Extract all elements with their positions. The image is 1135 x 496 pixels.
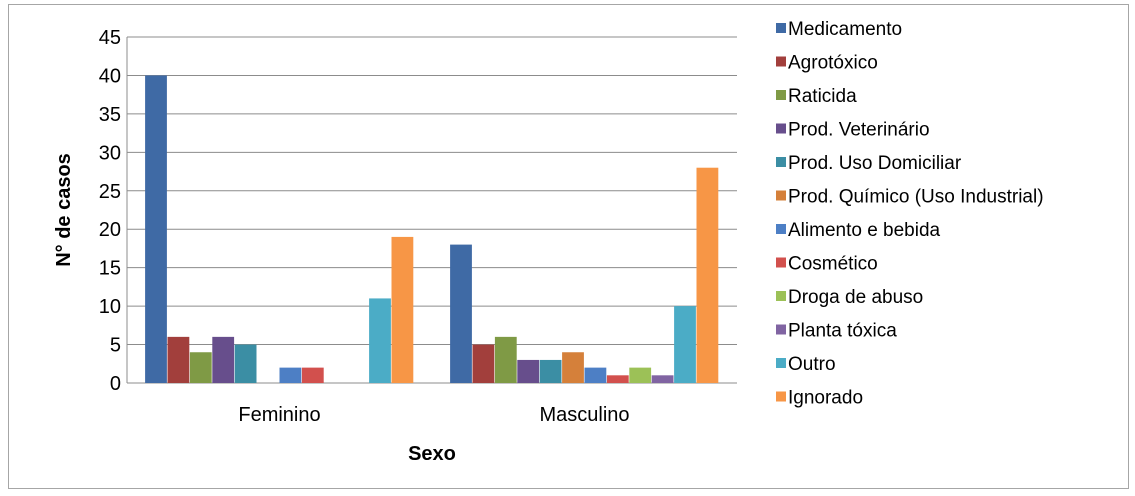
legend-item: Raticida [776,86,857,107]
bar [696,167,719,383]
legend-item: Prod. Químico (Uso Industrial) [776,187,1044,208]
bar [584,367,607,383]
legend-swatch [776,123,786,134]
bar [369,298,391,383]
legend-label: Prod. Uso Domiciliar [788,153,962,174]
legend-swatch [776,391,786,402]
bar [450,244,472,383]
legend-label: Cosmético [788,254,878,275]
bar [391,236,414,383]
legend-swatch [776,324,786,335]
legend-item: Prod. Uso Domiciliar [776,153,962,174]
y-tick-label: 40 [99,65,121,87]
legend-swatch [776,157,786,167]
legend-item: Ignorado [776,388,863,409]
y-tick-label: 10 [99,296,121,318]
y-tick-label: 5 [110,335,121,357]
y-tick-label: 35 [99,104,121,126]
bar [562,352,584,383]
y-axis-ticks: 0 5 10 15 20 25 30 35 40 45 [99,27,121,395]
legend-item: Planta tóxica [776,321,897,342]
legend-label: Agrotóxico [788,53,878,74]
bar [301,367,324,383]
y-axis-title: N° de casos [53,153,75,267]
bar [629,367,652,383]
bars [145,75,719,383]
bar [494,336,517,383]
legend-label: Ignorado [788,388,863,409]
y-tick-label: 45 [99,27,121,49]
legend-item: Droga de abuso [776,287,923,308]
chart-frame [8,4,1129,489]
bar [167,336,190,383]
legend-label: Prod. Químico (Uso Industrial) [788,187,1044,208]
legend-swatch [776,257,786,268]
legend-item: Alimento e bebida [776,220,941,241]
bar [234,344,257,383]
legend: Medicamento Agrotóxico Raticida Prod. Veter… [776,19,1044,409]
bar [472,344,495,383]
bar [212,336,235,383]
x-tick-label: Masculino [539,404,629,426]
y-tick-label: 25 [99,181,121,203]
bar [517,359,540,383]
y-tick-label: 0 [110,373,121,395]
legend-swatch [776,56,786,67]
bar [606,375,629,383]
legend-swatch [776,23,786,33]
x-axis-title: Sexo [408,443,456,465]
y-tick-label: 30 [99,142,121,164]
y-tick-label: 20 [99,219,121,241]
x-axis-ticks: Feminino Masculino [238,404,629,426]
legend-label: Alimento e bebida [788,220,941,241]
y-tick-label: 15 [99,258,121,280]
gridlines [126,36,737,384]
x-tick-label: Feminino [238,404,320,426]
legend-label: Medicamento [788,19,902,40]
legend-swatch [776,90,786,100]
legend-item: Medicamento [776,19,902,40]
legend-label: Outro [788,354,836,375]
legend-swatch [776,224,786,234]
bar [539,359,562,383]
bar [189,352,212,383]
legend-item: Agrotóxico [776,53,878,74]
legend-label: Raticida [788,86,857,107]
bar [674,306,696,383]
legend-swatch [776,358,786,368]
bar [279,367,302,383]
legend-label: Droga de abuso [788,287,923,308]
legend-item: Cosmético [776,254,878,275]
legend-label: Prod. Veterinário [788,120,930,141]
legend-swatch [776,291,786,301]
legend-item: Outro [776,354,836,375]
legend-item: Prod. Veterinário [776,120,930,141]
bar [145,75,167,383]
bar [651,375,674,383]
legend-swatch [776,190,786,201]
legend-label: Planta tóxica [788,321,897,342]
